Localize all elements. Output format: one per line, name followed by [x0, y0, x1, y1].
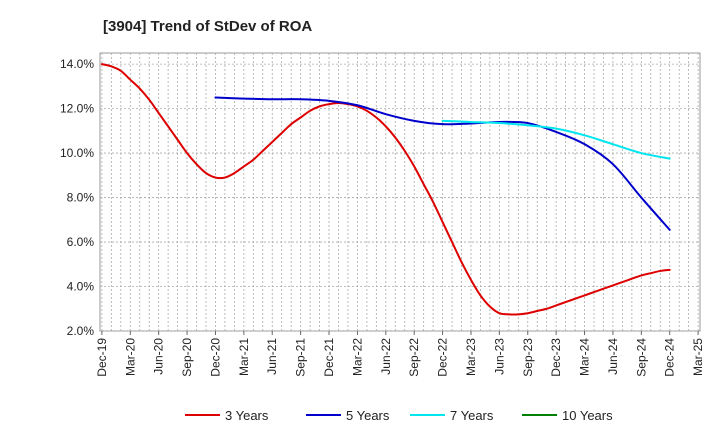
x-tick-label: Dec-19	[95, 338, 109, 377]
grid	[100, 53, 700, 332]
y-tick-label: 8.0%	[67, 191, 95, 205]
x-tick-label: Mar-24	[578, 338, 592, 376]
legend-item-7-years: 7 Years	[410, 408, 494, 423]
series-lines	[100, 63, 671, 316]
legend-item-5-years: 5 Years	[306, 408, 390, 423]
x-tick-label: Jun-21	[265, 338, 279, 375]
series-line-7-years	[441, 119, 671, 160]
x-tick-label: Mar-25	[691, 338, 705, 376]
x-tick-label: Jun-24	[606, 338, 620, 375]
x-tick-label: Mar-23	[464, 338, 478, 376]
legend-label-10-years: 10 Years	[562, 408, 613, 423]
series-line-5-years	[214, 96, 671, 231]
x-tick-label: Sep-24	[634, 338, 648, 377]
y-tick-label: 4.0%	[67, 280, 95, 294]
x-tick-label: Mar-22	[350, 338, 364, 376]
legend-label-5-years: 5 Years	[346, 408, 390, 423]
y-tick-label: 14.0%	[60, 57, 94, 71]
y-axis-ticks: 2.0% 4.0% 6.0% 8.0% 10.0% 12.0% 14.0%	[60, 57, 94, 338]
chart-title: [3904] Trend of StDev of ROA	[103, 18, 312, 35]
x-tick-label: Jun-20	[152, 338, 166, 375]
x-tick-label: Sep-23	[521, 338, 535, 377]
y-tick-label: 2.0%	[67, 324, 95, 338]
x-tick-label: Dec-23	[549, 338, 563, 377]
x-tick-label: Sep-20	[180, 338, 194, 377]
x-tick-label: Dec-21	[322, 338, 336, 377]
x-tick-label: Dec-24	[663, 338, 677, 377]
x-tick-label: Mar-21	[237, 338, 251, 376]
legend-item-10-years: 10 Years	[522, 408, 613, 423]
series-line-3-years	[100, 63, 671, 316]
y-tick-label: 10.0%	[60, 146, 94, 160]
y-tick-label: 6.0%	[67, 235, 95, 249]
x-tick-label: Jun-23	[492, 338, 506, 375]
x-tick-label: Sep-22	[407, 338, 421, 377]
x-tick-label: Dec-22	[436, 338, 450, 377]
y-tick-label: 12.0%	[60, 102, 94, 116]
x-tick-label: Dec-20	[208, 338, 222, 377]
legend-label-7-years: 7 Years	[450, 408, 494, 423]
x-axis-ticks: Dec-19 Mar-20 Jun-20 Sep-20 Dec-20 Mar-21 Jun-…	[95, 331, 705, 377]
legend-item-3-years: 3 Years	[185, 408, 269, 423]
x-tick-label: Sep-21	[294, 338, 308, 377]
legend-label-3-years: 3 Years	[225, 408, 269, 423]
x-tick-label: Mar-20	[123, 338, 137, 376]
plot-area	[99, 52, 701, 332]
x-tick-label: Jun-22	[379, 338, 393, 375]
legend: 3 Years 5 Years 7 Years 10 Years	[185, 408, 613, 423]
